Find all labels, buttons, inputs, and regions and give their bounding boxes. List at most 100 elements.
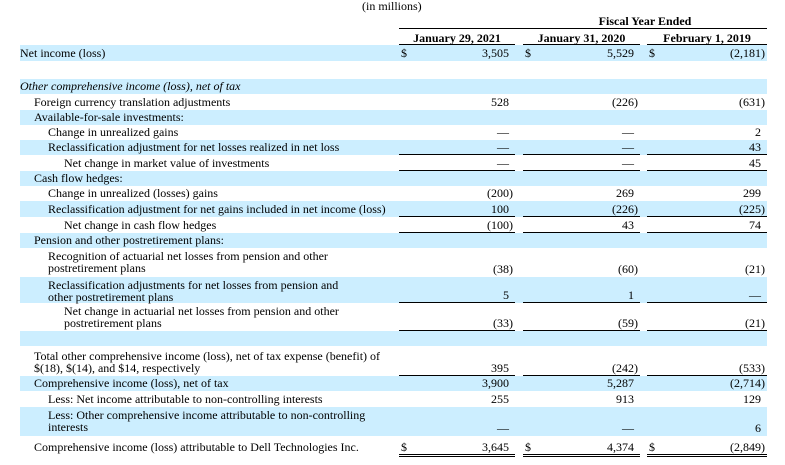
value-cell: (226) — [612, 202, 638, 216]
units-note: (in millions) — [362, 0, 422, 13]
value-cell: (2,181) — [730, 46, 765, 60]
currency-symbol: $ — [525, 46, 531, 60]
cell-underline — [523, 302, 640, 303]
value-cell: (60) — [618, 262, 638, 276]
row-label: Available-for-sale investments: — [34, 110, 184, 124]
value-cell: 74 — [749, 218, 761, 232]
value-cell: — — [749, 288, 761, 302]
value-cell: 299 — [743, 186, 761, 200]
row-label: Cash flow hedges: — [34, 171, 123, 185]
cell-underline — [523, 154, 640, 155]
cell-underline — [399, 154, 515, 155]
cell-underline — [399, 375, 515, 376]
cell-underline — [647, 454, 767, 455]
cell-underline — [523, 232, 640, 233]
cell-underline — [523, 330, 640, 331]
cell-underline — [399, 302, 515, 303]
value-cell: 255 — [491, 392, 509, 406]
row-label: Change in unrealized (losses) gains — [48, 186, 218, 200]
row-band — [20, 407, 767, 436]
value-cell: 43 — [749, 140, 761, 154]
cell-underline — [523, 454, 640, 455]
value-cell: 129 — [743, 392, 761, 406]
row-band — [20, 233, 767, 248]
row-band — [20, 140, 767, 155]
cell-underline — [647, 216, 767, 217]
value-cell: 43 — [622, 218, 634, 232]
value-cell: (100) — [487, 218, 513, 232]
row-band — [20, 110, 767, 125]
value-cell: 2 — [755, 125, 761, 139]
value-cell: — — [622, 125, 634, 139]
cell-double-underline — [647, 456, 767, 457]
row-label: Net change in cash flow hedges — [64, 218, 217, 232]
value-cell: (59) — [618, 316, 638, 330]
value-cell: 3,505 — [482, 46, 509, 60]
column-header-2021: January 29, 2021 — [413, 31, 501, 45]
row-label: Total other comprehensive income (loss),… — [34, 349, 381, 375]
currency-symbol: $ — [525, 440, 531, 454]
currency-symbol: $ — [649, 46, 655, 60]
cell-underline — [647, 375, 767, 376]
cell-underline — [399, 170, 515, 171]
cell-underline — [647, 154, 767, 155]
value-cell: 5,287 — [607, 376, 634, 390]
row-label: Recognition of actuarial net losses from… — [48, 249, 328, 275]
value-cell: (533) — [739, 361, 765, 375]
column-header-2019: February 1, 2019 — [663, 31, 751, 45]
value-cell: (2,714) — [730, 376, 765, 390]
cell-underline — [523, 170, 640, 171]
header-underline — [399, 44, 515, 45]
value-cell: (631) — [739, 95, 765, 109]
value-cell: (226) — [612, 95, 638, 109]
header-underline — [523, 44, 640, 45]
value-cell: (33) — [493, 316, 513, 330]
row-label: Other comprehensive income (loss), net o… — [20, 79, 241, 93]
cell-underline — [523, 216, 640, 217]
row-label: Net change in actuarial net losses from … — [64, 304, 339, 330]
cell-underline — [399, 454, 515, 455]
value-cell: — — [497, 421, 509, 435]
header-underline — [647, 44, 767, 45]
value-cell: (21) — [745, 316, 765, 330]
value-cell: 1 — [628, 288, 634, 302]
value-cell: (21) — [745, 262, 765, 276]
value-cell: (225) — [739, 202, 765, 216]
currency-symbol: $ — [401, 46, 407, 60]
row-band — [20, 277, 767, 303]
row-band — [20, 331, 767, 346]
value-cell: 6 — [755, 421, 761, 435]
value-cell: 45 — [749, 156, 761, 170]
value-cell: — — [622, 156, 634, 170]
value-cell: 528 — [491, 95, 509, 109]
row-label: Less: Net income attributable to non-con… — [48, 392, 323, 406]
cell-double-underline — [523, 456, 640, 457]
value-cell: (242) — [612, 361, 638, 375]
cell-underline — [647, 232, 767, 233]
cell-underline — [523, 375, 640, 376]
value-cell: (200) — [487, 186, 513, 200]
value-cell: (38) — [493, 262, 513, 276]
row-band — [20, 45, 767, 61]
value-cell: — — [622, 140, 634, 154]
row-band — [20, 376, 767, 391]
cell-underline — [399, 232, 515, 233]
currency-symbol: $ — [649, 440, 655, 454]
value-cell: 4,374 — [607, 440, 634, 454]
cell-underline — [647, 170, 767, 171]
cell-underline — [647, 302, 767, 303]
row-band — [20, 201, 767, 217]
row-label: Pension and other postretirement plans: — [34, 233, 224, 247]
row-band — [20, 171, 767, 186]
value-cell: 269 — [616, 186, 634, 200]
row-label: Comprehensive income (loss), net of tax — [34, 376, 229, 390]
value-cell: — — [622, 421, 634, 435]
cell-underline — [399, 330, 515, 331]
value-cell: 5 — [503, 288, 509, 302]
row-label: Less: Other comprehensive income attribu… — [48, 408, 366, 434]
value-cell: 5,529 — [607, 46, 634, 60]
header-divider — [399, 28, 767, 29]
row-label: Foreign currency translation adjustments — [34, 95, 231, 109]
value-cell: 100 — [491, 202, 509, 216]
row-label: Comprehensive income (loss) attributable… — [34, 440, 359, 454]
